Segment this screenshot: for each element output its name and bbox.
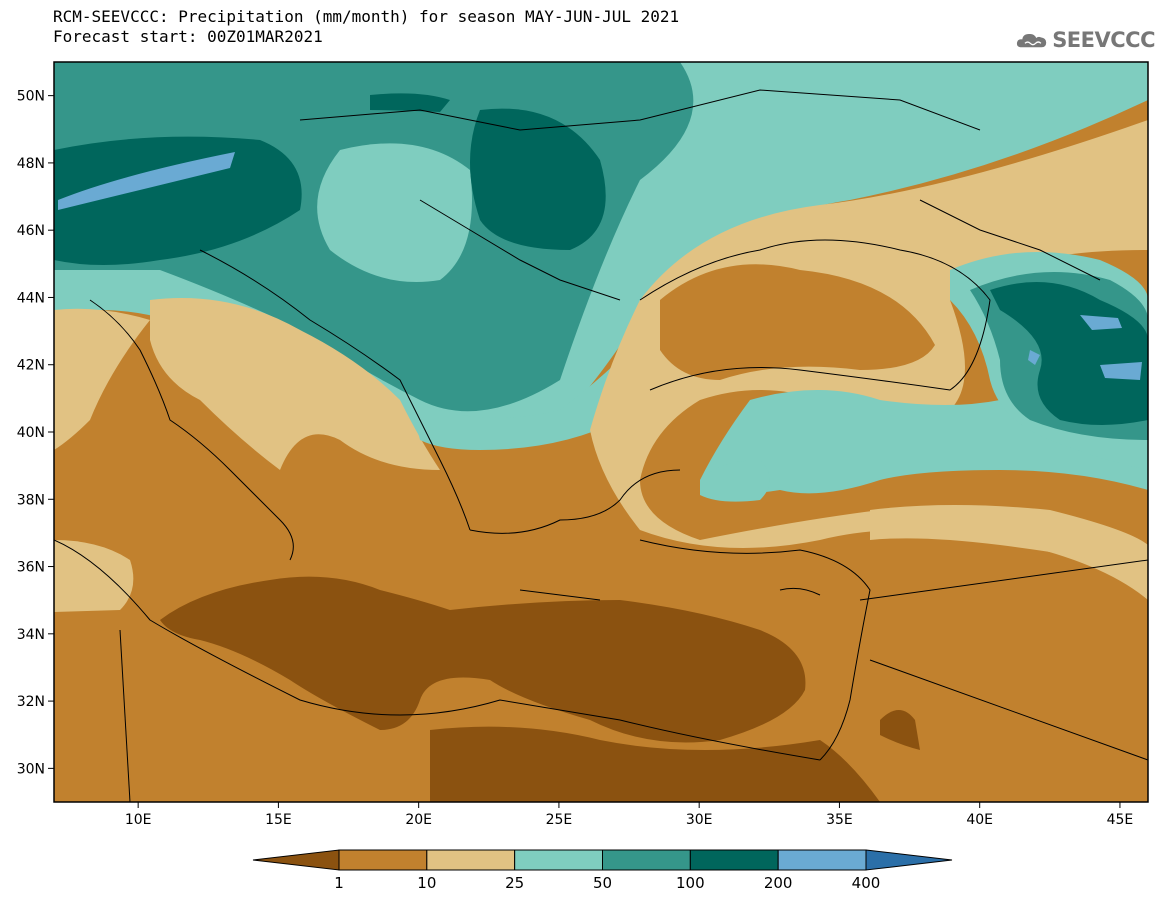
north-africa-coast: [54, 539, 821, 761]
zone-caucasus-200-400-b: [1100, 362, 1142, 380]
zone-balkans-25-50: [410, 340, 640, 450]
lat-tick-label: 30N: [17, 761, 45, 777]
colorbar-label: 100: [676, 874, 705, 892]
lat-tick-label: 40N: [17, 425, 45, 441]
lon-tick-label: 15E: [265, 812, 292, 828]
middle-east-border: [859, 559, 1148, 601]
cyprus-outline: [779, 587, 821, 596]
lon-tick-label: 35E: [826, 812, 853, 828]
colorbar-segment: [777, 849, 867, 871]
zone-dry-south-lt1: [430, 726, 880, 802]
anatolia-levant-coast: [639, 539, 871, 761]
libya-border: [119, 629, 131, 802]
colorbar-low-triangle: [252, 849, 340, 871]
forecast-start-label: Forecast start: 00Z01MAR2021: [53, 27, 323, 46]
lat-tick-label: 36N: [17, 560, 45, 576]
lat-tick-label: 34N: [17, 627, 45, 643]
lat-tick-label: 44N: [17, 290, 45, 306]
zone-dry-core-lt1: [160, 576, 806, 743]
logo-text: SEEVCCC: [1052, 28, 1155, 52]
map-title: RCM-SEEVCCC: Precipitation (mm/month) fo…: [53, 7, 680, 26]
lon-tick-label: 20E: [405, 812, 432, 828]
longitude-axis: 10E 15E 20E 25E 30E 35E 40E 45E: [125, 802, 1133, 828]
colorbar-label: 25: [505, 874, 524, 892]
colorbar-label: 10: [417, 874, 436, 892]
lat-tick-label: 46N: [17, 223, 45, 239]
colorbar-segment: [602, 849, 691, 871]
greece-coast: [469, 469, 681, 534]
northern-borders: [299, 89, 981, 131]
zone-100-200-alps: [54, 136, 302, 265]
colorbar: 1 10 25 50 100 200 400: [252, 849, 953, 892]
colorbar-segment: [426, 849, 516, 871]
colorbar-label: 50: [593, 874, 612, 892]
seevccc-logo: SEEVCCC: [1015, 22, 1155, 58]
colorbar-label: 200: [764, 874, 793, 892]
black-sea-coast: [639, 239, 991, 391]
adriatic-coast: [199, 249, 471, 531]
zone-italy-10-25: [150, 298, 440, 470]
lon-tick-label: 30E: [686, 812, 713, 828]
coastlines-borders: [54, 89, 1148, 802]
zone-algeria-10-25: [54, 540, 134, 612]
cloud-icon: [1016, 33, 1047, 48]
zone-caucasus-200-400-c: [1028, 350, 1040, 365]
zone-turkey-wet-patch: [700, 460, 770, 502]
colorbar-segment: [514, 849, 604, 871]
lat-tick-label: 42N: [17, 358, 45, 374]
lat-tick-label: 32N: [17, 694, 45, 710]
zone-caucasus-200-400-a: [1080, 315, 1122, 330]
central-borders: [419, 199, 621, 301]
caucasus-borders: [919, 199, 1101, 281]
zone-100-200-north: [370, 93, 450, 112]
colorbar-segment: [338, 849, 428, 871]
arabia-border: [869, 659, 1148, 761]
lon-tick-label: 40E: [966, 812, 993, 828]
lon-tick-label: 25E: [546, 812, 573, 828]
colorbar-segment: [689, 849, 779, 871]
map-field: [54, 62, 1148, 802]
zone-blacksea-1-10: [660, 264, 935, 380]
colorbar-high-triangle: [865, 849, 953, 871]
lat-tick-label: 50N: [17, 89, 45, 105]
lat-tick-label: 38N: [17, 492, 45, 508]
zone-hungary-dryer: [317, 143, 472, 282]
zone-west-10-25: [54, 308, 150, 450]
lon-tick-label: 10E: [125, 812, 152, 828]
lon-tick-label: 45E: [1107, 812, 1134, 828]
latitude-axis: 50N 48N 46N 44N 42N 40N 38N 36N 34N 32N 30N: [17, 89, 54, 777]
lat-tick-label: 48N: [17, 156, 45, 172]
crete-outline: [519, 589, 601, 601]
colorbar-label: 1: [334, 874, 344, 892]
zone-syria-10-25: [870, 505, 1148, 570]
colorbar-label: 400: [852, 874, 881, 892]
zone-dry-levant-lt1: [880, 710, 920, 750]
italy-coast: [89, 299, 294, 561]
zone-100-200-carpathians: [470, 108, 606, 250]
zone-200-400-alps: [58, 152, 235, 210]
